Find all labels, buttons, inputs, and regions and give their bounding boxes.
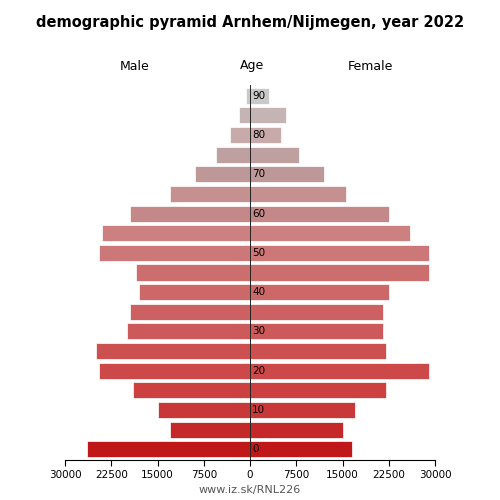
Bar [99,362,250,378]
Bar [250,264,429,280]
Bar [250,127,281,143]
Bar [250,225,410,242]
Bar [158,402,250,418]
Text: 20: 20 [252,366,266,376]
Bar [250,343,386,359]
Bar [250,422,342,438]
Bar [250,88,268,104]
Text: Age: Age [240,60,264,72]
Text: 80: 80 [252,130,266,140]
Bar [250,304,382,320]
Bar [250,146,300,162]
Bar [96,343,250,359]
Text: 40: 40 [252,287,266,297]
Bar [239,108,250,124]
Bar [216,146,250,162]
Bar [99,245,250,261]
Bar [250,362,429,378]
Text: demographic pyramid Arnhem/Nijmegen, year 2022: demographic pyramid Arnhem/Nijmegen, yea… [36,15,464,30]
Bar [170,186,250,202]
Bar [250,284,389,300]
Text: www.iz.sk/RNL226: www.iz.sk/RNL226 [199,485,301,495]
Bar [250,166,324,182]
Text: Male: Male [120,60,150,72]
Bar [250,186,346,202]
Text: 0: 0 [252,444,258,454]
Bar [136,264,250,280]
Text: Female: Female [348,60,393,72]
Bar [250,441,352,458]
Bar [250,382,386,398]
Text: 50: 50 [252,248,266,258]
Bar [250,206,389,222]
Text: 70: 70 [252,170,266,179]
Text: 30: 30 [252,326,266,336]
Bar [230,127,250,143]
Text: 60: 60 [252,208,266,218]
Text: 10: 10 [252,405,266,415]
Bar [86,441,250,458]
Bar [126,324,250,340]
Bar [170,422,250,438]
Bar [130,206,250,222]
Bar [139,284,250,300]
Bar [250,108,286,124]
Bar [194,166,250,182]
Bar [130,304,250,320]
Text: 90: 90 [252,91,266,101]
Bar [246,88,250,104]
Bar [102,225,250,242]
Bar [250,402,355,418]
Bar [250,245,429,261]
Bar [133,382,250,398]
Bar [250,324,382,340]
